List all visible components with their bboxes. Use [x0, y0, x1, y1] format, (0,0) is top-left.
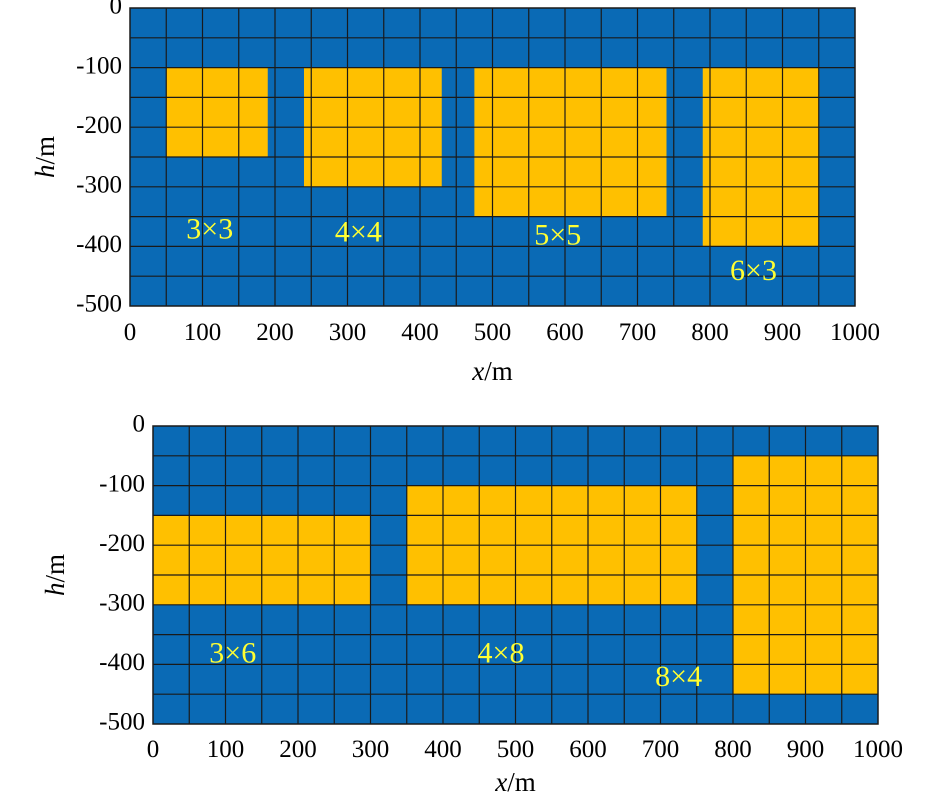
x-tick-label: 200	[256, 319, 294, 346]
x-axis-label: x/m	[471, 356, 513, 386]
block-label-4: 6×3	[730, 254, 777, 287]
y-tick-label: 0	[110, 0, 123, 20]
block-label-1: 3×3	[186, 212, 233, 245]
chart-panel-2: 3×6 4×8 8×4 0 100 200 300 400 500 600 700 800 900 100…	[40, 411, 903, 797]
x-tick-label: 700	[642, 736, 680, 763]
x-tick-label: 800	[714, 736, 752, 763]
chart-panel-1: 3×3 4×4 5×5 6×3 0 100 200 300 400 500 600 700 800 900…	[30, 0, 880, 386]
x-tick-label: 500	[497, 736, 535, 763]
x-tick-label: 0	[147, 736, 160, 763]
anomaly-block-3	[474, 67, 667, 217]
plot-frame	[129, 7, 856, 307]
x-axis-label-unit: /m	[484, 356, 513, 386]
y-axis-label: h/m	[40, 554, 70, 596]
y-tick-label: -300	[99, 590, 145, 617]
x-tick-label: 200	[279, 736, 317, 763]
x-axis-label-variable: x	[494, 767, 507, 797]
y-axis-label: h/m	[30, 136, 60, 178]
x-axis-label: x/m	[494, 767, 536, 797]
x-tick-label: 0	[124, 319, 137, 346]
x-tick-label: 400	[401, 319, 439, 346]
y-axis-label-variable: h	[30, 165, 60, 179]
x-tick-label: 900	[787, 736, 825, 763]
x-tick-label: 500	[474, 319, 512, 346]
y-tick-label: -400	[76, 231, 122, 258]
y-tick-label: -100	[76, 52, 122, 79]
block-label-2: 4×8	[478, 636, 525, 669]
y-axis-label-variable: h	[40, 583, 70, 597]
x-axis-label-unit: /m	[507, 767, 536, 797]
x-tick-label: 700	[619, 319, 657, 346]
x-tick-label: 800	[691, 319, 729, 346]
x-tick-label: 100	[207, 736, 245, 763]
y-tick-label: -400	[99, 649, 145, 676]
y-tick-label: -100	[99, 470, 145, 497]
x-axis-label-variable: x	[471, 356, 484, 386]
y-axis-label-unit: /m	[30, 136, 60, 165]
anomaly-block-1	[166, 67, 268, 157]
block-label-3: 8×4	[655, 660, 702, 693]
x-tick-label: 300	[329, 319, 367, 346]
x-tick-label: 1000	[853, 736, 903, 763]
y-tick-label: -500	[76, 291, 122, 318]
plot-frame	[152, 425, 879, 725]
block-label-3: 5×5	[534, 218, 581, 251]
x-tick-label: 900	[764, 319, 802, 346]
x-tick-label: 600	[569, 736, 607, 763]
y-tick-label: 0	[133, 411, 146, 438]
x-tick-label: 300	[352, 736, 390, 763]
x-tick-label: 100	[184, 319, 222, 346]
x-tick-label: 600	[546, 319, 584, 346]
block-label-1: 3×6	[209, 636, 256, 669]
x-tick-label: 1000	[830, 319, 880, 346]
y-tick-label: -200	[99, 530, 145, 557]
y-tick-label: -500	[99, 709, 145, 736]
block-label-2: 4×4	[335, 215, 382, 248]
y-tick-label: -300	[76, 172, 122, 199]
y-axis-label-unit: /m	[40, 554, 70, 583]
y-tick-label: -200	[76, 112, 122, 139]
x-tick-label: 400	[424, 736, 462, 763]
